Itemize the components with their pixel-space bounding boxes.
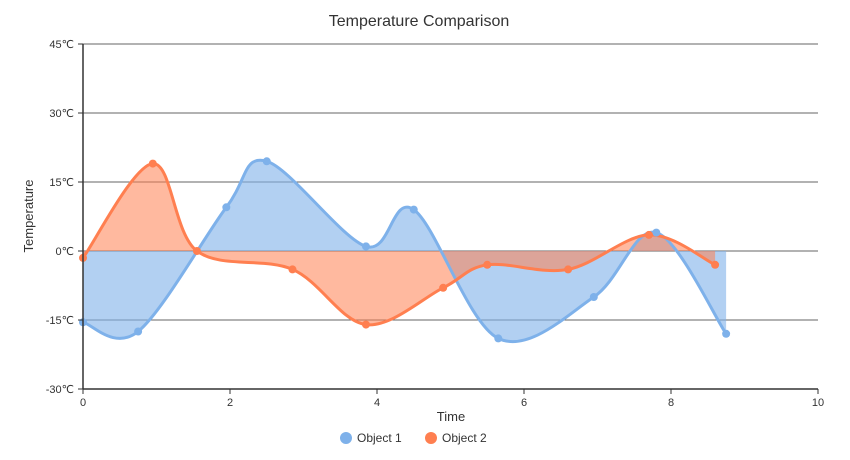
x-tick-label: 2 <box>227 397 233 409</box>
x-tick-label: 6 <box>521 397 527 409</box>
y-axis-title: Temperature <box>21 180 36 253</box>
data-point <box>409 205 418 214</box>
x-tick-label: 0 <box>80 397 86 409</box>
x-axis-title: Time <box>437 409 465 424</box>
data-point <box>564 265 573 274</box>
data-point <box>222 203 231 212</box>
data-point <box>361 320 370 329</box>
data-point <box>589 293 598 301</box>
data-point <box>262 157 271 166</box>
y-tick-label: 45℃ <box>49 39 74 51</box>
chart-title: Temperature Comparison <box>329 13 510 30</box>
legend-label: Object 2 <box>442 431 487 445</box>
data-point <box>652 228 661 237</box>
axes: -30℃ -15℃ 0℃ 15℃ 30℃ 45℃ 0 2 4 6 8 10 <box>46 39 824 409</box>
data-point <box>711 260 720 269</box>
y-tick-label: 15℃ <box>49 177 74 189</box>
series-area-1 <box>83 160 727 342</box>
legend-marker <box>425 432 437 444</box>
series-line-1 <box>82 158 728 344</box>
legend: Object 1 Object 2 <box>340 431 487 445</box>
y-tick-label: 30℃ <box>49 108 74 120</box>
series-line-2 <box>81 162 716 327</box>
series-area-2 <box>83 163 716 325</box>
data-point <box>148 159 157 168</box>
data-point <box>439 283 448 292</box>
data-point <box>494 334 503 343</box>
data-point <box>361 242 370 251</box>
data-point <box>722 329 731 338</box>
y-tick-label: 0℃ <box>56 246 74 258</box>
y-tick-label: -15℃ <box>46 315 74 327</box>
data-point <box>483 260 492 269</box>
legend-marker <box>340 432 352 444</box>
legend-label: Object 1 <box>357 431 402 445</box>
data-point <box>192 247 201 255</box>
series-areas <box>83 160 727 342</box>
data-point <box>134 327 143 336</box>
x-tick-label: 4 <box>374 397 380 409</box>
series-lines <box>81 158 728 344</box>
x-tick-label: 8 <box>668 397 674 409</box>
data-point <box>288 265 297 274</box>
series-points <box>79 157 731 343</box>
x-tick-label: 10 <box>812 397 824 409</box>
data-point <box>644 230 653 239</box>
y-tick-label: -30℃ <box>46 384 74 396</box>
